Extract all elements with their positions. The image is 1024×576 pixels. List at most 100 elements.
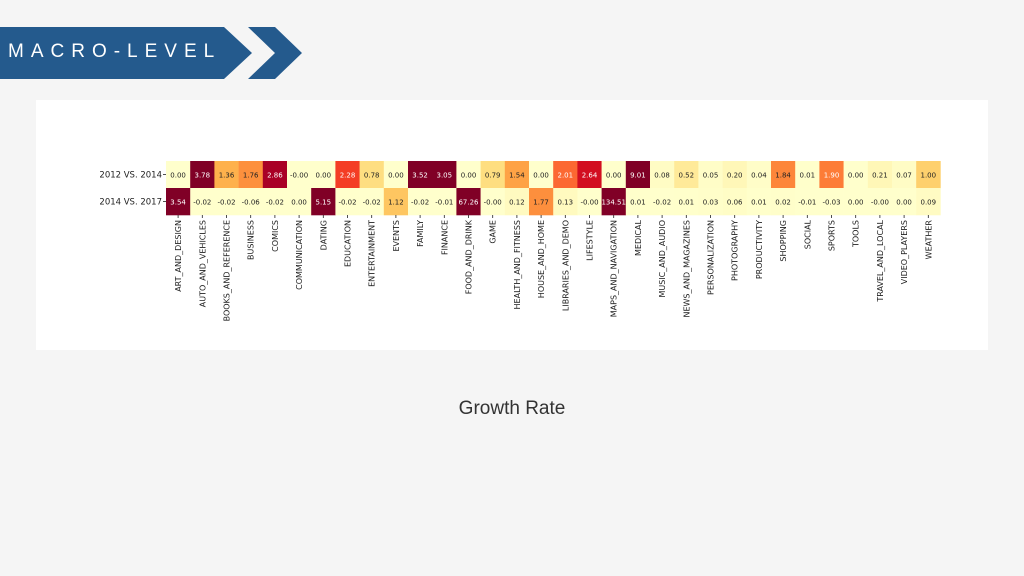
cell-value-label: 134.51	[601, 198, 626, 206]
cell-value-label: 0.00	[316, 171, 332, 179]
heatmap-cell	[311, 188, 336, 216]
column-label: ENTERTAINMENT	[368, 220, 377, 287]
column-label: VIDEO_PLAYERS	[900, 220, 909, 284]
heatmap-cell	[456, 188, 481, 216]
heatmap-panel: 2012 VS. 2014 2014 VS. 2017 0.00 3.78 1.36 1.…	[36, 100, 988, 350]
heatmap-cell	[819, 188, 844, 216]
cell-value-label: 0.09	[921, 198, 937, 206]
cell-value-label: -0.06	[242, 198, 261, 206]
column-label: COMICS	[271, 220, 280, 252]
heatmap-cell	[480, 188, 506, 216]
cell-value-label: -0.02	[653, 198, 671, 206]
cell-value-label: 1.00	[921, 171, 937, 179]
heatmap-cell	[625, 188, 651, 216]
cell-value-label: 0.02	[775, 198, 791, 206]
heatmap-cell	[359, 161, 385, 189]
cell-value-label: 3.78	[195, 171, 211, 179]
cell-value-label: 5.15	[316, 198, 332, 206]
heatmap-cell	[238, 161, 264, 189]
row-label: 2012 VS. 2014	[99, 171, 162, 181]
heatmap-cell	[843, 161, 869, 189]
heatmap-cell	[214, 161, 239, 189]
cell-value-label: 0.07	[896, 171, 912, 179]
cell-value-label: 2.64	[582, 171, 598, 179]
cell-value-label: 0.06	[727, 198, 743, 206]
column-label: MAPS_AND_NAVIGATION	[610, 220, 619, 317]
cell-value-label: 67.26	[458, 198, 479, 206]
cell-value-label: 2.28	[340, 171, 356, 179]
heatmap-cell	[383, 161, 409, 189]
cell-value-label: 0.00	[533, 171, 549, 179]
cell-value-label: 3.52	[412, 171, 428, 179]
heatmap-cell	[771, 188, 796, 216]
heatmap-cell	[432, 188, 457, 216]
heatmap-cell	[287, 161, 312, 189]
column-label: FINANCE	[440, 220, 449, 255]
heatmap-cell	[601, 188, 627, 216]
heatmap-cell	[625, 161, 651, 189]
cell-value-label: -0.02	[217, 198, 235, 206]
column-label: EDUCATION	[344, 220, 353, 267]
heatmap-cell	[674, 188, 699, 216]
column-label: NEWS_AND_MAGAZINES	[682, 220, 691, 318]
cell-value-label: 0.52	[679, 171, 695, 179]
cell-value-label: -0.01	[435, 198, 453, 206]
cell-value-label: 0.04	[751, 171, 767, 179]
column-label: EVENTS	[392, 220, 401, 252]
column-label: FAMILY	[416, 220, 425, 247]
cell-value-label: 2.01	[558, 171, 574, 179]
column-label: MEDICAL	[634, 219, 643, 256]
heatmap-cell	[650, 188, 675, 216]
heatmap-cell	[601, 161, 627, 189]
column-label: LIBRARIES_AND_DEMO	[561, 220, 570, 311]
cell-value-label: 0.01	[630, 198, 646, 206]
row-label: 2014 VS. 2017	[99, 198, 162, 208]
heatmap-cell	[359, 188, 385, 216]
cell-value-label: 0.01	[679, 198, 695, 206]
heatmap-cell	[311, 161, 336, 189]
cell-value-label: 1.84	[775, 171, 791, 179]
cell-value-label: 0.78	[364, 171, 380, 179]
cell-value-label: 1.77	[533, 198, 549, 206]
cell-value-label: -0.02	[411, 198, 429, 206]
column-label: MUSIC_AND_AUDIO	[658, 220, 667, 298]
heatmap-cell	[795, 161, 820, 189]
column-label: GAME	[489, 220, 498, 244]
cell-value-label: -0.00	[484, 198, 502, 206]
heatmap-cell	[214, 188, 239, 216]
heatmap-cell	[383, 188, 409, 216]
cell-value-label: 0.21	[872, 171, 888, 179]
column-label: WEATHER	[924, 220, 933, 260]
column-label: LIFESTYLE	[586, 220, 595, 261]
column-label: PERSONALIZATION	[707, 220, 716, 295]
column-label: ART_AND_DESIGN	[174, 220, 183, 292]
cell-value-label: 0.13	[558, 198, 574, 206]
column-label: TOOLS	[852, 220, 861, 248]
heatmap-cell	[190, 161, 215, 189]
heatmap-cell	[698, 188, 723, 216]
cell-value-label: -0.01	[798, 198, 816, 206]
cell-value-label: 2.86	[267, 171, 283, 179]
heatmap-cell	[529, 188, 554, 216]
heatmap-cell	[166, 188, 191, 216]
banner-chevron-shape	[0, 27, 302, 79]
column-label: SPORTS	[828, 220, 837, 251]
cell-value-label: -0.02	[193, 198, 211, 206]
heatmap-cell	[892, 161, 917, 189]
cell-value-label: -0.00	[871, 198, 889, 206]
cell-value-label: 0.00	[170, 171, 186, 179]
cell-value-label: -0.02	[338, 198, 356, 206]
heatmap-cell	[432, 161, 457, 189]
slide-title: MACRO-LEVEL	[8, 41, 222, 62]
cell-value-label: 0.00	[461, 171, 477, 179]
column-label: PHOTOGRAPHY	[731, 220, 740, 281]
heatmap-cell	[916, 188, 941, 216]
cell-value-label: 0.05	[703, 171, 719, 179]
cell-value-label: 3.05	[437, 171, 453, 179]
heatmap-cell	[335, 161, 360, 189]
heatmap-cell	[287, 188, 312, 216]
heatmap-cell	[698, 161, 723, 189]
heatmap-cell	[335, 188, 360, 216]
heatmap-cell	[819, 161, 844, 189]
column-label: AUTO_AND_VEHICLES	[198, 220, 207, 307]
